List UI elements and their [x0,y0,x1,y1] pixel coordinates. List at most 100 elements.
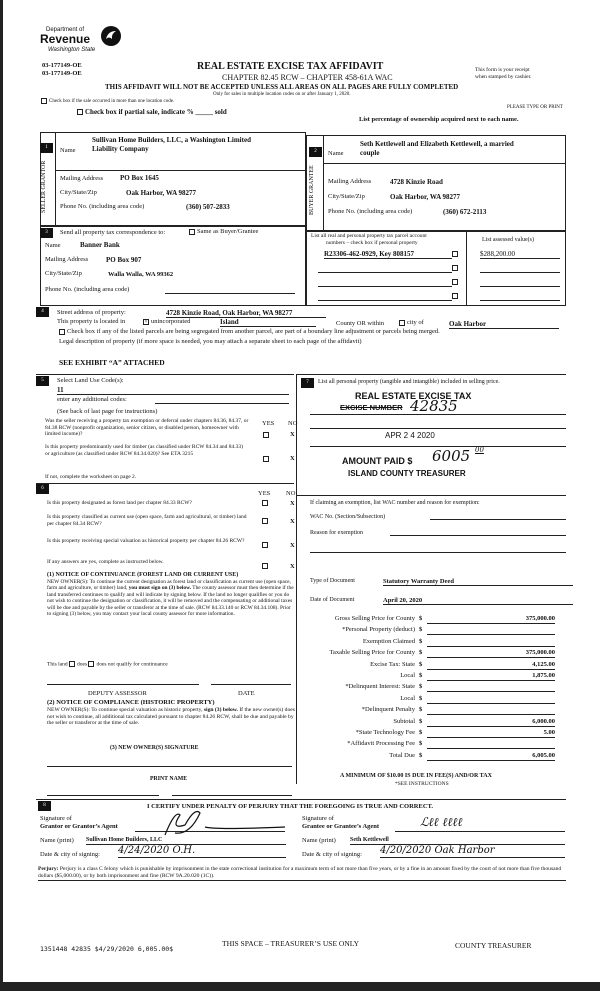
warning: THIS AFFIDAVIT WILL NOT BE ACCEPTED UNLE… [105,83,459,91]
does-not-qualify-checkbox[interactable] [88,661,95,667]
personal-property-checkbox[interactable] [452,279,458,285]
seller-city: Oak Harbor, WA 98277 [126,189,197,197]
form-title: REAL ESTATE EXCISE TAX AFFIDAVIT [197,61,384,72]
seller-name: Liability Company [92,145,149,153]
price-label: Excise Tax: State [370,660,415,668]
section-number: 5 [36,376,49,386]
yes-checkbox[interactable] [263,456,269,462]
price-value [427,695,555,704]
price-label: *Personal Property (deduct) [342,626,415,634]
personal-property-checkbox[interactable] [452,251,458,257]
personal-property-checkbox[interactable] [452,265,458,271]
buyer-name: couple [360,149,380,157]
land-use-code: 11 [57,386,289,396]
excise-number: 42835 [410,397,458,415]
seller-side-label: SELLER GRANTOR [41,160,47,213]
price-value [427,638,555,647]
buyer-box [306,135,566,231]
please-print: PLEASE TYPE OR PRINT [507,105,563,110]
legal-description: SEE EXHIBIT “A” ATTACHED [59,358,165,367]
perjury-notice: Perjury: Perjury is a class C felony whi… [38,866,566,882]
form-id: 03-177149-OE [42,62,82,69]
currency-sign: $ [419,672,423,679]
currency-sign: $ [419,649,423,657]
section-number: 2 [309,147,322,157]
grantee-date-city: 4/20/2020 Oak Harbor [380,845,565,858]
minimum-due: A MINIMUM OF $10.00 IS DUE IN FEE(S) AND… [340,773,492,779]
county-treasurer: COUNTY TREASURER [455,941,532,950]
buyer-mail: 4728 Kinzie Road [390,178,443,186]
segregated-checkbox[interactable]: Check box if any of the listed parcels a… [59,328,440,335]
currency-sign: $ [419,717,423,725]
price-row: Gross Selling Price for County $375,000.0… [305,615,565,626]
price-row: *Delinquent Interest: State $ [305,683,565,694]
question: Is this property designated as forest la… [47,500,192,506]
price-row: Total Due $6,005.00 [305,752,565,763]
price-label: *Delinquent Penalty [361,706,415,714]
section-number: 8 [38,801,51,811]
seller-phone: (360) 507-2833 [186,203,230,211]
form-id: 03-177149-OE [42,70,82,77]
currency-sign: $ [419,615,423,622]
price-label: Subtotal [393,717,415,725]
price-label: Gross Selling Price for County [334,615,415,622]
does-qualify-checkbox[interactable] [69,661,75,667]
price-label: Total Due [389,751,415,759]
corr-mail: PO Box 907 [106,256,142,264]
multi-location-checkbox[interactable]: Check box if the sale occurred in more t… [41,98,174,105]
chapter: CHAPTER 82.45 RCW – CHAPTER 458-61A WAC [222,73,393,82]
corr-city: Walla Walla, WA 99362 [108,271,174,278]
buyer-name: Seth Kettlewell and Elizabeth Kettlewell… [360,140,514,148]
yes-checkbox[interactable] [263,432,269,438]
dor-logo-icon [101,26,121,46]
currency-sign: $ [419,626,423,634]
assessed-value: $288,200.00 [480,250,560,260]
receipt-note: This form is your receipt [475,67,530,73]
personal-property-checkbox[interactable] [452,293,458,299]
price-label: Exemption Claimed [362,637,415,645]
notice1-title: (1) NOTICE OF CONTINUANCE (FOREST LAND O… [47,572,239,578]
property-street: 4728 Kinzie Road, Oak Harbor, WA 98277 [166,309,326,319]
currency-sign: $ [419,706,423,714]
no-answer: X [290,455,295,462]
question: Is this property receiving special valua… [47,538,245,544]
seller-box [40,132,306,226]
price-row: *State Technology Fee $5.00 [305,729,565,740]
price-row: *Affidavit Processing Fee $ [305,740,565,751]
yes-checkbox[interactable] [262,542,268,548]
parcel-row [318,263,560,275]
yes-checkbox[interactable] [262,563,268,569]
no-answer: X [290,431,295,438]
dor-logo: Department of Revenue Washington State [40,25,121,61]
price-label: Local [400,672,415,679]
price-value: 375,000.00 [427,649,555,659]
price-value: 375,000.00 [427,615,555,624]
section-number: 3 [40,228,53,238]
yes-checkbox[interactable] [262,518,268,524]
same-as-buyer-checkbox[interactable]: Same as Buyer/Grantee [189,228,258,235]
tax-correspondence-box [40,226,306,306]
multi-note: Only for sales in multiple location code… [213,92,351,97]
document-date: April 20, 2020 [383,597,573,606]
currency-sign: $ [419,751,423,759]
city-checkbox[interactable]: city of [399,319,424,326]
price-row: Subtotal $6,000.00 [305,718,565,729]
scan-border-bottom [0,982,600,991]
currency-sign: $ [419,740,423,748]
question: Is this property classified as current u… [47,514,247,527]
partial-sale-checkbox[interactable]: Check box if partial sale, indicate % __… [77,108,227,116]
section-number: 6 [36,484,49,494]
parcel-number: R23306-462-0929, Key 808157 [324,250,452,260]
receipt-note: when stamped by cashier. [475,74,532,80]
parcels-box [306,231,566,306]
continuance-qualify: This land does does not qualify for cont… [47,661,168,668]
unincorporated-checkbox[interactable]: × unincorporated [143,318,191,325]
price-label: *State Technology Fee [355,729,415,736]
currency-sign: $ [419,683,423,691]
price-row: Taxable Selling Price for County $375,000… [305,649,565,660]
yes-checkbox[interactable] [262,500,268,506]
price-row: Local $ [305,695,565,706]
currency-sign: $ [419,729,423,736]
section-number: 7 [301,378,314,388]
question: Was the seller receiving a property tax … [45,418,249,438]
